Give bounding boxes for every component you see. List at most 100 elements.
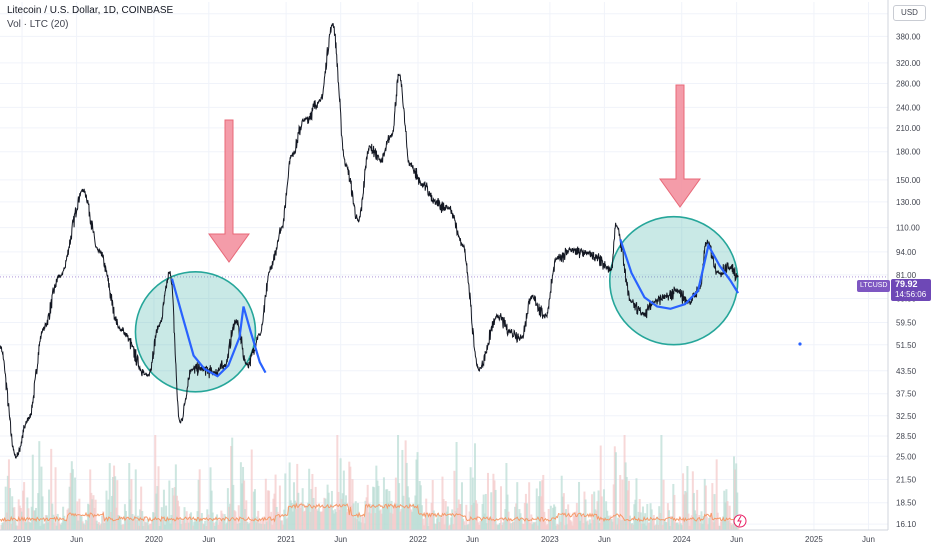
volume-bar	[612, 484, 615, 530]
volume-bar	[727, 520, 730, 530]
volume-bar	[284, 473, 287, 530]
volume-bar	[636, 520, 639, 530]
volume-bar	[607, 515, 610, 530]
volume-bar	[323, 497, 326, 530]
volume-bar	[255, 522, 258, 530]
volume-bar	[149, 523, 152, 530]
volume-bar	[386, 489, 389, 530]
volume-bar	[566, 524, 569, 530]
volume-bar	[223, 514, 226, 530]
volume-bar	[349, 466, 352, 530]
volume-bar	[703, 478, 706, 530]
volume-bar	[102, 511, 105, 530]
volume-bar	[90, 492, 93, 530]
volume-bar	[225, 522, 228, 530]
volume-bar	[529, 522, 532, 530]
volume-bar	[109, 511, 112, 530]
volume-bar	[199, 519, 202, 530]
currency-selector[interactable]: USD	[893, 5, 926, 21]
volume-bar	[578, 481, 581, 530]
volume-bar	[680, 525, 683, 530]
volume-bar	[627, 480, 630, 530]
volume-bar	[48, 489, 51, 530]
volume-bar	[51, 503, 54, 530]
volume-bar	[346, 512, 349, 530]
volume-bar	[82, 523, 85, 530]
volume-bar	[226, 488, 229, 530]
volume-bar	[106, 519, 109, 530]
volume-bar	[359, 514, 362, 530]
volume-bar	[216, 514, 219, 530]
volume-bar	[651, 520, 654, 530]
volume-bar	[310, 489, 313, 530]
price-tick-label: 81.00	[896, 271, 917, 280]
time-tick-label: 2021	[277, 535, 295, 544]
volume-bar	[52, 514, 55, 530]
volume-bar	[497, 524, 500, 530]
volume-bar	[335, 511, 338, 530]
volume-bar	[423, 525, 426, 530]
volume-bar	[1, 522, 4, 530]
volume-bar	[166, 518, 169, 530]
volume-bar	[277, 516, 280, 530]
volume-bar	[667, 510, 670, 530]
volume-bar	[321, 511, 324, 530]
volume-bar	[613, 446, 616, 530]
volume-bar	[712, 522, 715, 530]
price-tick-label: 320.00	[896, 59, 921, 68]
volume-bar	[682, 473, 685, 530]
time-axis[interactable]: 2019 Jun 2020 Jun 2021 Jun 2022 Jun 2023 Jun 2024 J…	[13, 535, 875, 544]
price-tick-label: 21.50	[896, 476, 917, 485]
volume-bar	[165, 505, 168, 530]
volume-bar	[192, 525, 195, 530]
volume-bar	[720, 521, 723, 530]
volume-bar	[312, 498, 315, 530]
volume-bar	[245, 500, 248, 530]
time-tick-label: Jun	[334, 535, 347, 544]
volume-bar	[373, 487, 376, 530]
volume-bar	[419, 485, 422, 530]
price-axis[interactable]: 440.00380.00320.00280.00240.00210.00180.…	[896, 10, 921, 529]
volume-bar	[662, 479, 665, 530]
volume-bar	[249, 520, 252, 530]
volume-bar	[663, 518, 666, 530]
volume-bar	[689, 518, 692, 530]
volume-bar	[116, 480, 119, 530]
volume-bar	[619, 475, 622, 530]
volume-bar	[652, 514, 655, 530]
volume-bar	[49, 518, 52, 530]
volume-bar	[5, 512, 8, 530]
volume-bar	[304, 505, 307, 530]
price-tick-label: 43.50	[896, 367, 917, 376]
volume-bar	[367, 512, 370, 530]
price-tick-label: 25.00	[896, 452, 917, 461]
volume-bar	[473, 443, 476, 530]
volume-bar	[557, 524, 560, 530]
volume-bar	[696, 489, 699, 530]
volume-bar	[443, 524, 446, 530]
volume-bar	[552, 507, 555, 530]
volume-bar	[511, 521, 514, 530]
volume-bar	[384, 506, 387, 530]
volume-bar	[319, 511, 322, 530]
volume-bar	[156, 486, 159, 530]
volume-bar	[121, 524, 124, 530]
volume-bar	[596, 501, 599, 530]
volume-bar	[296, 463, 299, 530]
time-tick-label: Jun	[202, 535, 215, 544]
volume-bar	[110, 495, 113, 530]
volume-bar	[205, 525, 208, 530]
volume-bar	[33, 510, 36, 530]
volume-bar	[709, 516, 712, 530]
volume-bar	[98, 525, 101, 530]
volume-bar	[36, 521, 39, 530]
volume-bar	[283, 509, 286, 530]
volume-bar	[592, 519, 595, 530]
volume-bar	[210, 490, 213, 530]
price-tick-label: 32.50	[896, 412, 917, 421]
volume-bar	[327, 492, 330, 530]
volume-bar	[620, 520, 623, 530]
volume-bar	[382, 477, 385, 530]
volume-bar	[726, 501, 729, 530]
